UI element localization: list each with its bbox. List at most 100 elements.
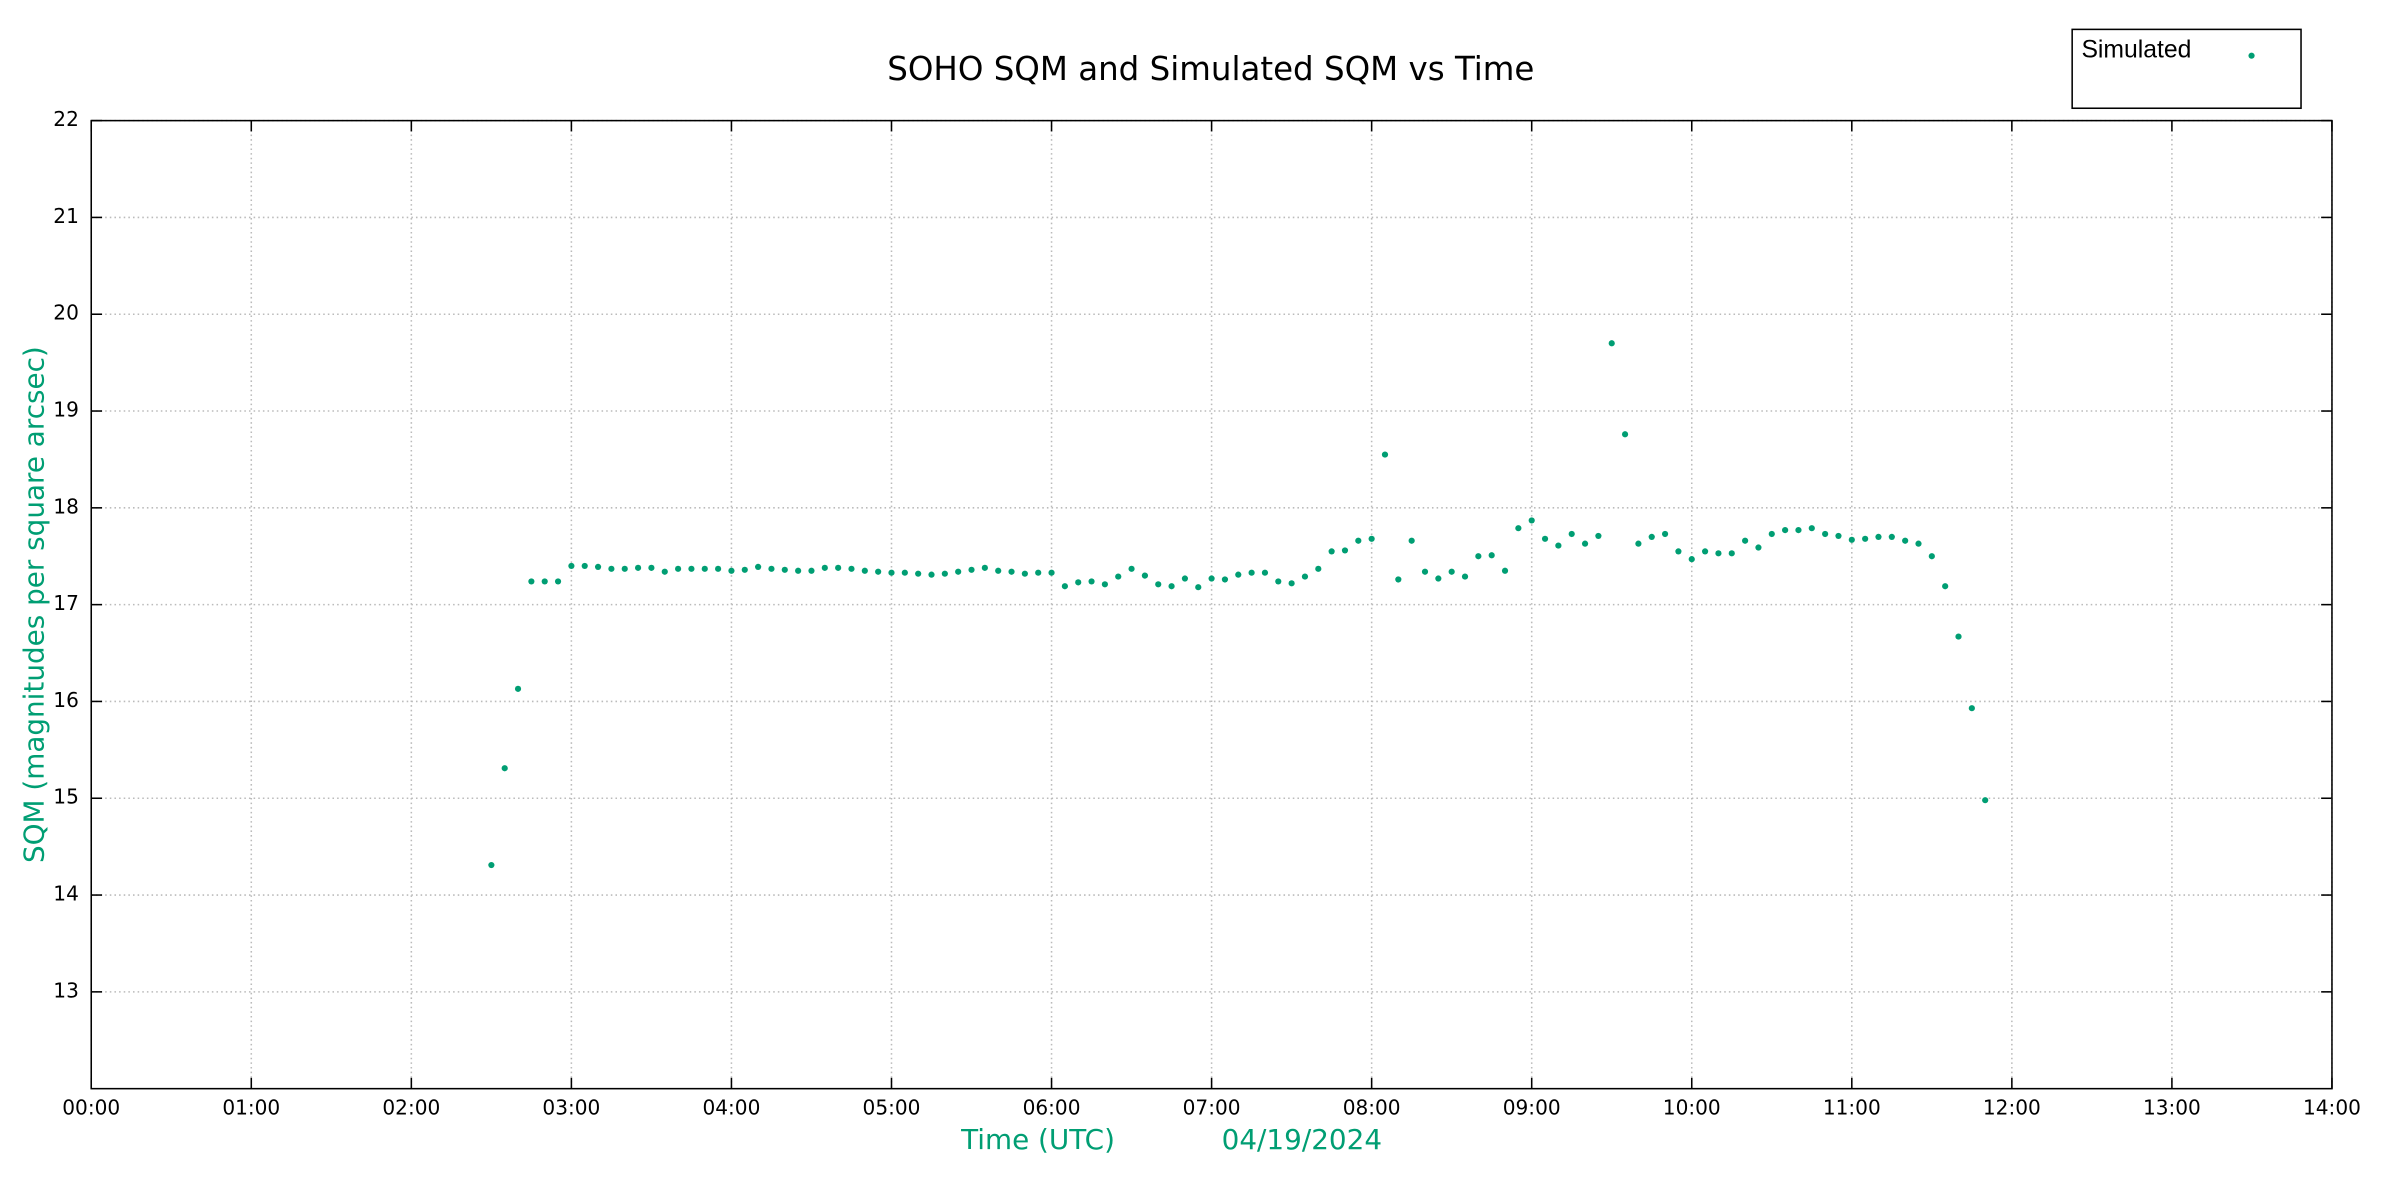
data-point <box>968 566 975 573</box>
data-point <box>1248 569 1255 576</box>
data-point <box>1808 525 1815 532</box>
data-point <box>781 566 788 573</box>
data-point <box>1715 550 1722 557</box>
data-point <box>1048 569 1055 576</box>
data-point <box>1782 527 1789 534</box>
data-point <box>808 567 815 574</box>
x-tick-label: 12:00 <box>1983 1095 2041 1119</box>
data-point <box>1315 565 1322 572</box>
data-point <box>1755 544 1762 551</box>
data-point <box>1261 569 1269 576</box>
data-point <box>861 567 868 574</box>
data-point <box>1728 550 1735 557</box>
y-tick-label: 22 <box>53 107 79 131</box>
data-point <box>1075 579 1082 586</box>
data-point <box>608 565 615 572</box>
x-tick-label: 13:00 <box>2143 1095 2201 1119</box>
data-point <box>1635 540 1642 547</box>
data-point <box>514 685 522 692</box>
x-tick-label: 00:00 <box>62 1095 120 1119</box>
data-point <box>1555 542 1562 549</box>
data-point <box>915 570 922 577</box>
x-tick-label: 02:00 <box>382 1095 440 1119</box>
data-point <box>1848 536 1855 543</box>
x-axis-label: Time (UTC) <box>960 1123 1115 1156</box>
data-point <box>1408 537 1415 544</box>
x-tick-label: 09:00 <box>1503 1095 1561 1119</box>
y-tick-label: 20 <box>53 301 79 325</box>
data-point <box>675 565 682 572</box>
data-point <box>1421 568 1429 575</box>
data-point <box>1101 581 1108 588</box>
data-point <box>875 568 882 575</box>
y-tick-label: 15 <box>53 785 79 809</box>
y-tick-label: 19 <box>53 398 79 422</box>
data-point <box>1768 530 1775 538</box>
data-point <box>981 564 988 571</box>
x-tick-label: 01:00 <box>222 1095 280 1119</box>
data-point <box>1675 548 1682 555</box>
data-point <box>1742 537 1749 544</box>
legend-marker <box>2248 52 2255 59</box>
x-axis-date: 04/19/2024 <box>1222 1123 1382 1156</box>
data-point <box>795 567 802 574</box>
data-point <box>1581 540 1589 547</box>
data-point <box>928 571 935 578</box>
x-tick-label: 07:00 <box>1183 1095 1241 1119</box>
x-tick-label: 14:00 <box>2303 1095 2361 1119</box>
data-point <box>1648 533 1655 540</box>
data-point <box>1968 705 1975 712</box>
data-point <box>848 565 855 572</box>
x-tick-label: 06:00 <box>1023 1095 1081 1119</box>
data-point <box>648 564 655 571</box>
data-point <box>1688 556 1695 563</box>
data-point <box>1595 532 1602 540</box>
data-point <box>1621 431 1629 438</box>
data-point <box>581 562 588 570</box>
data-point <box>1275 578 1282 585</box>
x-tick-label: 10:00 <box>1663 1095 1721 1119</box>
data-point <box>1701 548 1709 555</box>
data-point <box>1475 553 1482 560</box>
data-point <box>1862 535 1869 542</box>
data-point <box>1288 580 1295 587</box>
data-point <box>1088 578 1095 585</box>
data-point <box>1915 540 1922 547</box>
data-point <box>1395 576 1402 583</box>
data-point <box>1368 535 1375 542</box>
data-point <box>1822 530 1829 538</box>
data-point <box>901 569 908 576</box>
data-point <box>1942 583 1949 590</box>
data-point <box>1355 537 1362 544</box>
data-point <box>1181 575 1189 582</box>
data-point <box>1541 535 1549 542</box>
data-point <box>1515 525 1522 532</box>
data-point <box>1168 583 1175 590</box>
data-point <box>701 565 708 572</box>
data-point <box>1835 532 1842 540</box>
data-point <box>634 564 642 571</box>
data-point <box>755 563 762 570</box>
data-point <box>768 565 775 572</box>
data-point <box>821 564 828 571</box>
x-tick-label: 11:00 <box>1823 1095 1881 1119</box>
y-axis-label: SQM (magnitudes per square arcsec) <box>18 346 51 863</box>
data-point <box>728 567 735 574</box>
data-point <box>1608 340 1615 347</box>
legend-box <box>2071 28 2302 110</box>
data-point <box>1435 575 1442 582</box>
data-point <box>488 861 495 869</box>
data-point <box>568 562 575 570</box>
data-point <box>1888 533 1895 540</box>
data-point <box>995 567 1002 574</box>
data-point <box>688 565 695 572</box>
data-point <box>1155 581 1162 588</box>
x-tick-label: 08:00 <box>1343 1095 1401 1119</box>
legend-label: Simulated <box>2081 37 2191 64</box>
data-point <box>1902 537 1909 544</box>
data-point <box>1661 530 1669 538</box>
y-tick-label: 21 <box>53 204 79 228</box>
data-point <box>541 578 548 585</box>
data-point <box>955 568 962 575</box>
